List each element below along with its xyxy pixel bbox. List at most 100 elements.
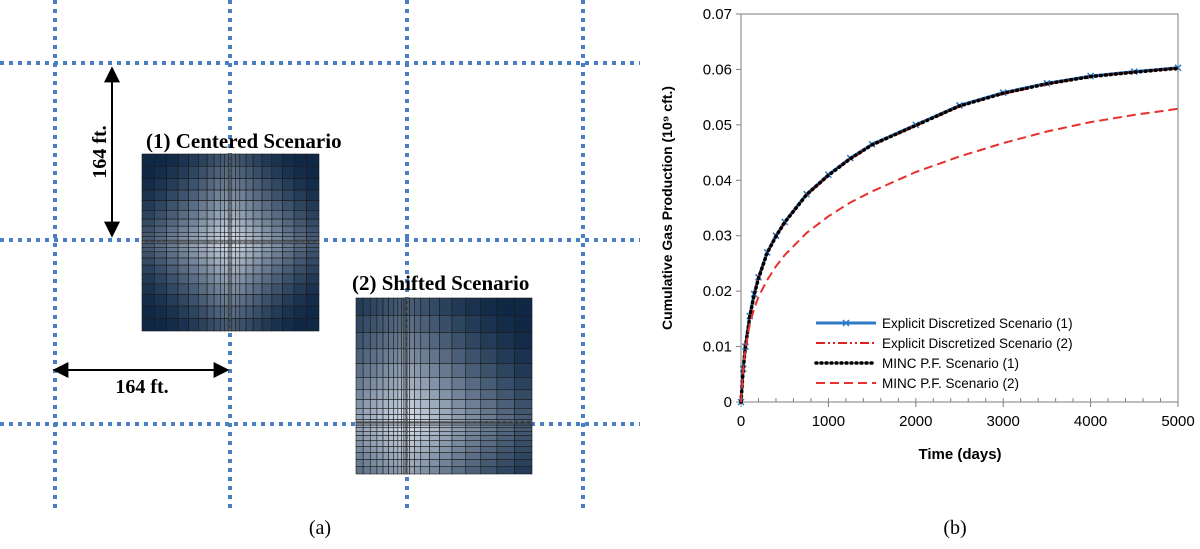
grid-cell	[362, 414, 371, 420]
x-axis-label: Time (days)	[918, 446, 1001, 463]
grid-cell	[355, 440, 364, 447]
grid-cell	[239, 218, 247, 227]
grid-cell	[177, 218, 189, 227]
grid-cell	[393, 332, 399, 350]
grid-cell	[245, 251, 254, 259]
x-tick-label: 2000	[899, 413, 932, 430]
grid-cell	[188, 166, 199, 179]
grid-cell	[369, 427, 378, 432]
grid-cell	[496, 424, 515, 429]
grid-cell	[271, 247, 283, 253]
grid-cell	[397, 389, 402, 400]
grid-cell	[362, 408, 371, 415]
grid-cell	[231, 232, 236, 238]
grid-cell	[451, 414, 467, 420]
grid-cell	[198, 247, 208, 253]
grid-cell	[306, 166, 320, 179]
grid-cell	[239, 189, 247, 201]
grid-cell	[382, 459, 389, 468]
grid-cell	[141, 218, 155, 227]
grid-cell	[355, 297, 364, 316]
grid-cell	[355, 332, 364, 350]
grid-cell	[382, 297, 389, 316]
grid-cell	[496, 332, 515, 350]
grid-cell	[245, 200, 254, 211]
grid-cell	[451, 348, 467, 365]
grid-cell	[388, 452, 395, 460]
grid-cell	[141, 243, 155, 248]
grid-cell	[177, 225, 189, 233]
grid-cell	[393, 422, 399, 426]
grid-cell	[439, 431, 453, 436]
grid-cell	[166, 283, 179, 295]
grid-cell	[261, 236, 273, 241]
grid-cell	[397, 377, 402, 391]
grid-cell	[355, 452, 364, 460]
grid-cell	[188, 210, 199, 220]
grid-cell	[514, 424, 533, 429]
grid-cell	[220, 200, 226, 211]
grid-cell	[451, 297, 467, 316]
grid-cell	[213, 178, 221, 191]
shifted-scenario-label: (2) Shifted Scenario	[352, 271, 529, 295]
grid-cell	[514, 422, 533, 426]
grid-cell	[213, 283, 221, 295]
centered-scenario-label: (1) Centered Scenario	[146, 129, 342, 153]
grid-cell	[420, 414, 430, 420]
grid-cell	[369, 435, 378, 442]
grid-cell	[141, 200, 155, 211]
grid-cell	[166, 251, 179, 259]
grid-cell	[514, 419, 533, 423]
grid-cell	[261, 264, 273, 275]
grid-cell	[376, 446, 384, 453]
grid-cell	[376, 431, 384, 436]
grid-cell	[429, 424, 440, 429]
grid-cell	[154, 232, 167, 238]
grid-cell	[220, 210, 226, 220]
x-tick-label: 4000	[1074, 413, 1107, 430]
grid-cell	[206, 264, 215, 275]
grid-cell	[439, 422, 453, 426]
fracture-grid-lines	[0, 0, 640, 510]
grid-cell	[220, 218, 226, 227]
grid-cell	[369, 363, 378, 378]
grid-cell	[235, 225, 241, 233]
grid-cell	[393, 459, 399, 468]
grid-cell	[198, 273, 208, 285]
grid-cell	[220, 318, 226, 332]
grid-cell	[154, 200, 167, 211]
grid-cell	[293, 200, 307, 211]
grid-cell	[224, 218, 229, 227]
grid-cell	[271, 153, 283, 167]
grid-cell	[282, 218, 295, 227]
grid-cell	[420, 332, 430, 350]
grid-cell	[382, 348, 389, 365]
grid-cell	[166, 189, 179, 201]
grid-cell	[465, 446, 482, 453]
grid-cell	[388, 435, 395, 442]
grid-cell	[393, 399, 399, 409]
grid-cell	[261, 200, 273, 211]
grid-cell	[231, 251, 236, 259]
grid-cell	[388, 315, 395, 334]
grid-cell	[239, 318, 247, 332]
grid-cell	[409, 446, 415, 453]
grid-cell	[293, 294, 307, 307]
grid-cell	[213, 305, 221, 319]
grid-cell	[293, 283, 307, 295]
grid-cell	[252, 236, 263, 241]
grid-cell	[220, 166, 226, 179]
grid-cell	[362, 459, 371, 468]
grid-cell	[465, 377, 482, 391]
grid-cell	[451, 466, 467, 475]
grid-cell	[206, 232, 215, 238]
grid-cell	[362, 315, 371, 334]
grid-cell	[397, 440, 402, 447]
grid-cell	[293, 178, 307, 191]
grid-cell	[177, 232, 189, 238]
grid-cell	[393, 431, 399, 436]
grid-cell	[293, 236, 307, 241]
grid-cell	[362, 424, 371, 429]
grid-cell	[188, 294, 199, 307]
grid-cell	[220, 305, 226, 319]
